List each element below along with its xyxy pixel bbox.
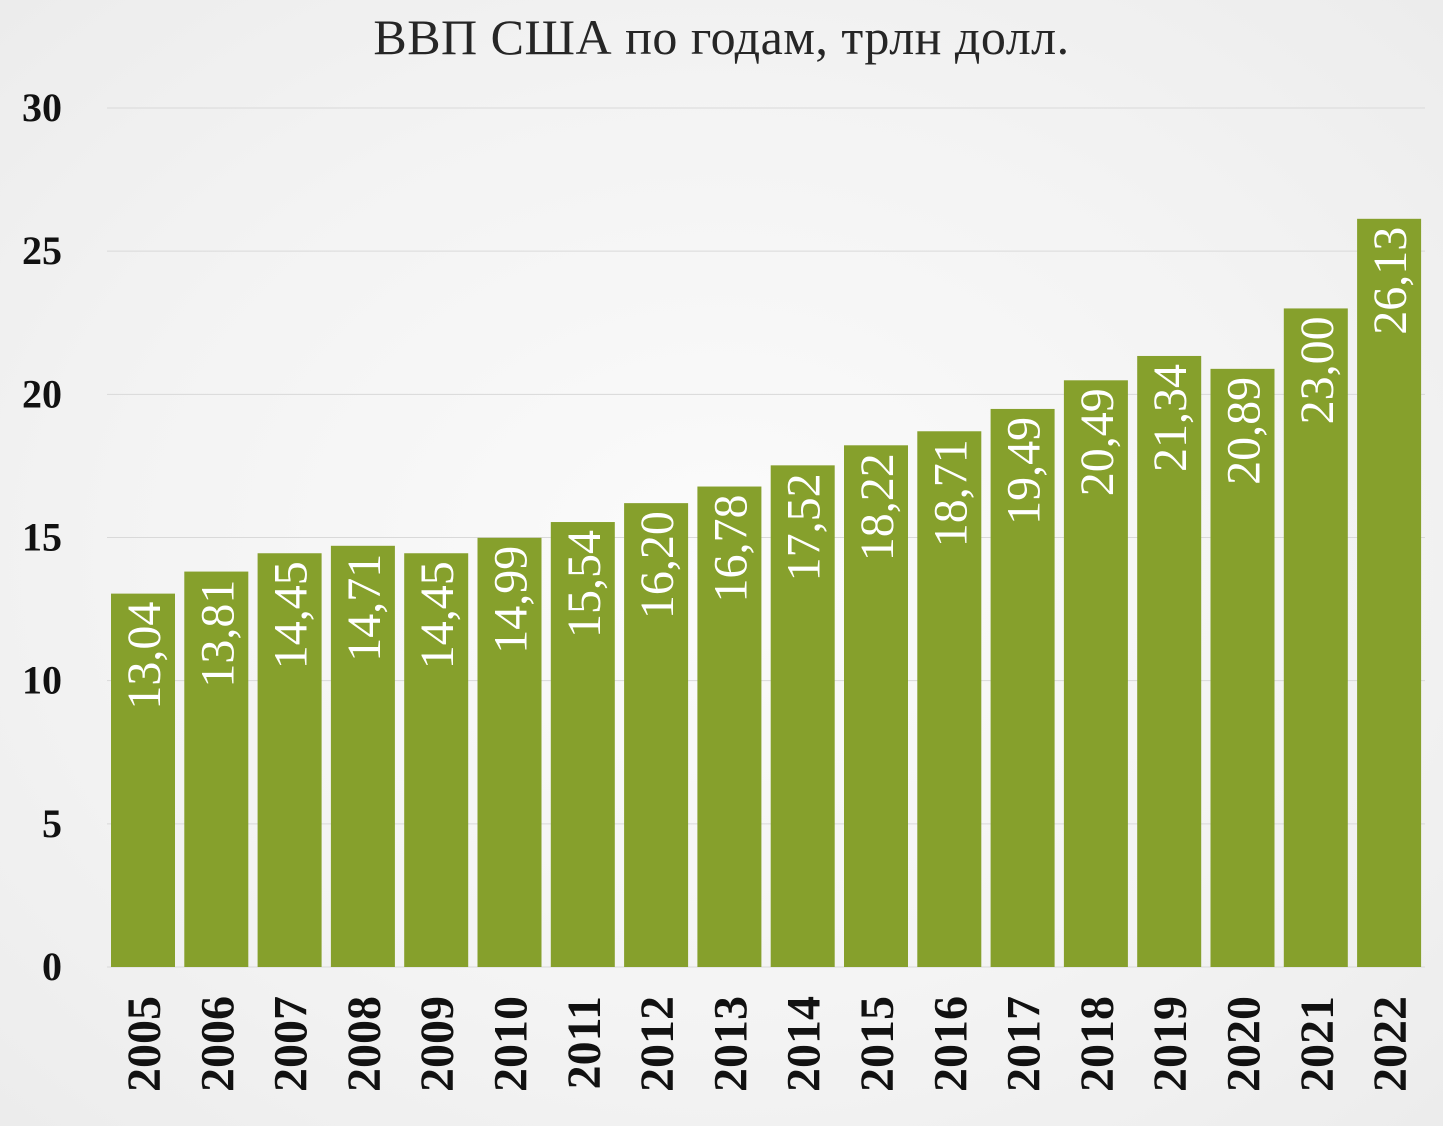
y-tick-label-20: 20 (22, 371, 62, 416)
data-label-2017: 19,49 (998, 417, 1051, 525)
data-label-2015: 18,22 (851, 453, 904, 561)
data-label-2016: 18,71 (924, 439, 977, 547)
data-label-2008: 14,71 (338, 554, 391, 662)
data-label-2010: 14,99 (485, 546, 538, 654)
data-label-2021: 23,00 (1291, 316, 1344, 424)
data-label-2009: 14,45 (411, 561, 464, 669)
bar-2009 (404, 553, 469, 967)
data-label-2014: 17,52 (778, 473, 831, 581)
bar-2007 (257, 553, 322, 967)
x-tick-label-2007: 2007 (265, 996, 318, 1092)
data-labels: 13,04 13,81 14,45 14,71 14,45 14,99 15,54 16,20… (118, 227, 1417, 710)
bar-2020 (1210, 368, 1275, 967)
bar-2016 (917, 431, 982, 967)
x-tick-label-2008: 2008 (338, 996, 391, 1092)
bar-2014 (770, 465, 835, 967)
data-label-2018: 20,49 (1071, 388, 1124, 496)
x-tick-label-2006: 2006 (191, 996, 244, 1092)
x-tick-label-2015: 2015 (851, 996, 904, 1092)
chart-title: ВВП США по годам, трлн долл. (373, 9, 1070, 65)
bar-2013 (697, 486, 762, 967)
bar-2012 (624, 503, 689, 967)
x-tick-label-2019: 2019 (1144, 996, 1197, 1092)
y-tick-label-25: 25 (22, 228, 62, 273)
x-tick-label-2005: 2005 (118, 996, 171, 1092)
y-tick-label-30: 30 (22, 85, 62, 130)
bar-2006 (184, 571, 249, 967)
x-axis-ticks: 2005 2006 2007 2008 2009 2010 2011 2012 2013 2014… (118, 996, 1417, 1092)
data-label-2022: 26,13 (1364, 227, 1417, 335)
gridlines (107, 107, 1425, 968)
bar-2011 (550, 522, 615, 967)
x-tick-label-2020: 2020 (1218, 996, 1271, 1092)
bar-2015 (844, 445, 908, 967)
x-tick-label-2013: 2013 (704, 996, 757, 1092)
x-tick-label-2014: 2014 (778, 996, 831, 1092)
x-tick-label-2016: 2016 (924, 996, 977, 1092)
data-label-2020: 20,89 (1218, 377, 1271, 485)
x-tick-label-2010: 2010 (485, 996, 538, 1092)
bar-2022 (1357, 218, 1422, 967)
x-tick-label-2017: 2017 (998, 996, 1051, 1092)
y-tick-label-0: 0 (42, 944, 62, 989)
x-tick-label-2012: 2012 (631, 996, 684, 1092)
data-label-2019: 21,34 (1144, 364, 1197, 472)
data-label-2005: 13,04 (118, 602, 171, 710)
bar-2008 (330, 545, 395, 967)
bar-2021 (1283, 308, 1348, 967)
bar-2010 (477, 537, 542, 967)
bar-2005 (111, 593, 175, 967)
bar-2018 (1063, 380, 1128, 968)
x-tick-label-2018: 2018 (1071, 996, 1124, 1092)
y-tick-label-10: 10 (22, 658, 62, 703)
data-label-2011: 15,54 (558, 530, 611, 638)
y-axis-ticks: 0 5 10 15 20 25 30 (22, 85, 62, 989)
data-label-2013: 16,78 (704, 495, 757, 603)
y-tick-label-5: 5 (42, 801, 62, 846)
y-tick-label-15: 15 (22, 515, 62, 560)
bar-2019 (1137, 355, 1202, 967)
x-tick-label-2009: 2009 (411, 996, 464, 1092)
x-tick-label-2022: 2022 (1364, 996, 1417, 1092)
bar-2017 (990, 408, 1055, 967)
data-label-2012: 16,20 (631, 511, 684, 619)
data-label-2007: 14,45 (265, 561, 318, 669)
x-tick-label-2021: 2021 (1291, 996, 1344, 1092)
data-label-2006: 13,81 (191, 580, 244, 688)
x-tick-label-2011: 2011 (558, 996, 611, 1089)
bars (111, 218, 1422, 968)
